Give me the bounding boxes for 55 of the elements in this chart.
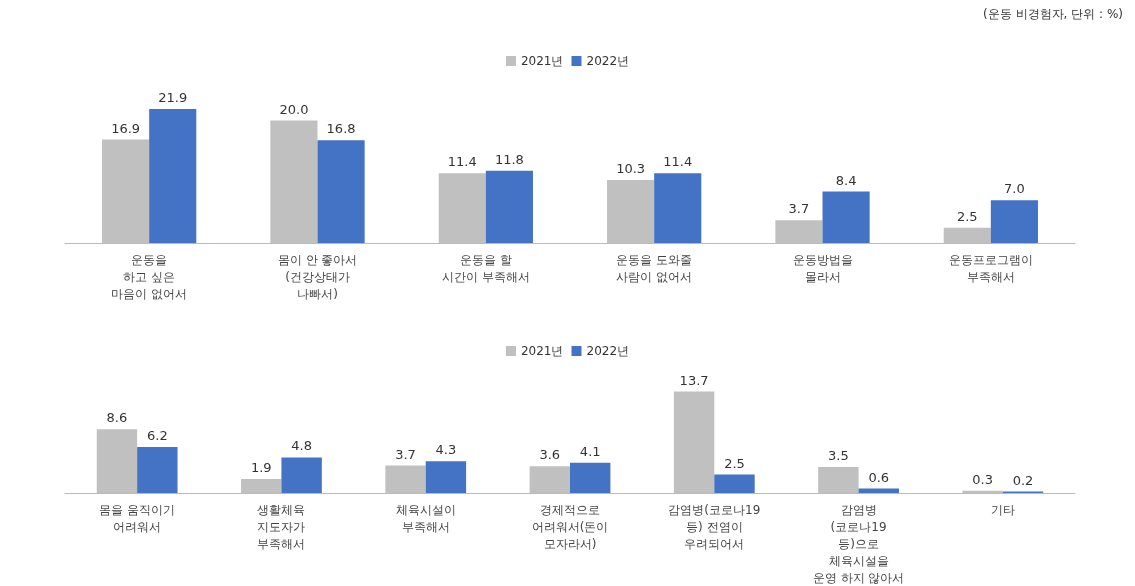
data-label: 13.7 (679, 372, 709, 388)
data-label: 7.0 (1004, 181, 1025, 197)
x-tick-label: 운동을 할 시간이 부족해서 (441, 252, 530, 284)
data-label: 11.4 (447, 154, 477, 170)
x-tick-label: 감염병(코로나19 등) 전염이 우려되어서 (668, 502, 761, 551)
x-tick-label: 운동프로그램이 부족해서 (948, 252, 1033, 284)
bar (570, 462, 611, 493)
data-label: 4.1 (579, 443, 601, 459)
text: (운동 비경험자, 단위 : %) (983, 7, 1124, 21)
x-tick-label: 몸이 안 좋아서 (건강상태가 나빠서) (277, 252, 358, 301)
x-tick-label: 체육시설이 부족해서 (395, 502, 456, 534)
x-tick-label: 기타 (990, 502, 1015, 517)
data-label: 6.2 (147, 428, 168, 444)
x-tick-label: 운동을 하고 싶은 마음이 없어서 (111, 252, 188, 301)
legend-label: 2021년 (520, 54, 564, 68)
data-label: 8.6 (106, 410, 128, 426)
data-label: 4.3 (435, 442, 457, 458)
bar (137, 447, 178, 493)
x-tick-label: 운동방법을 몰라서 (792, 252, 853, 284)
bar (149, 108, 197, 243)
bar (317, 140, 365, 243)
data-label: 0.6 (868, 469, 890, 485)
data-label: 0.3 (972, 471, 993, 487)
x-tick-label: 감염병 (코로나19 등)으로 체육시설을 운영 하지 않아서 (812, 502, 905, 585)
bar (822, 191, 870, 243)
data-label: 8.4 (835, 172, 857, 188)
x-tick-label: 생활체육 지도자가 부족해서 (257, 502, 306, 551)
data-label: 2.5 (724, 455, 745, 471)
bar (654, 173, 702, 243)
data-label: 3.7 (788, 201, 810, 217)
x-tick-label: 운동을 도와줄 사람이 없어서 (616, 252, 693, 284)
data-label: 20.0 (279, 101, 309, 117)
bar (990, 200, 1038, 243)
data-label: 1.9 (250, 459, 272, 475)
data-label: 16.8 (326, 121, 356, 137)
data-label: 21.9 (158, 89, 188, 105)
data-label: 4.8 (291, 438, 312, 454)
data-label: 3.7 (395, 446, 416, 462)
legend-label: 2021년 (520, 344, 564, 358)
x-tick-label: 몸을 움직이기 어려워서 (99, 502, 176, 534)
bar (485, 170, 533, 243)
data-label: 11.8 (494, 151, 524, 167)
bar (714, 474, 755, 493)
data-label: 3.5 (828, 448, 849, 464)
data-label: 2.5 (956, 208, 978, 224)
data-label: 10.3 (616, 160, 646, 176)
data-label: 0.2 (1012, 472, 1034, 488)
bar (281, 457, 322, 493)
data-label: 16.9 (111, 120, 141, 136)
data-label: 3.6 (539, 447, 561, 463)
data-label: 11.4 (663, 154, 693, 170)
legend-label: 2022년 (586, 54, 630, 68)
bar (425, 461, 467, 493)
legend-label: 2022년 (586, 344, 630, 358)
x-tick-label: 경제적으로 어려워서(돈이 모자라서) (531, 502, 609, 551)
